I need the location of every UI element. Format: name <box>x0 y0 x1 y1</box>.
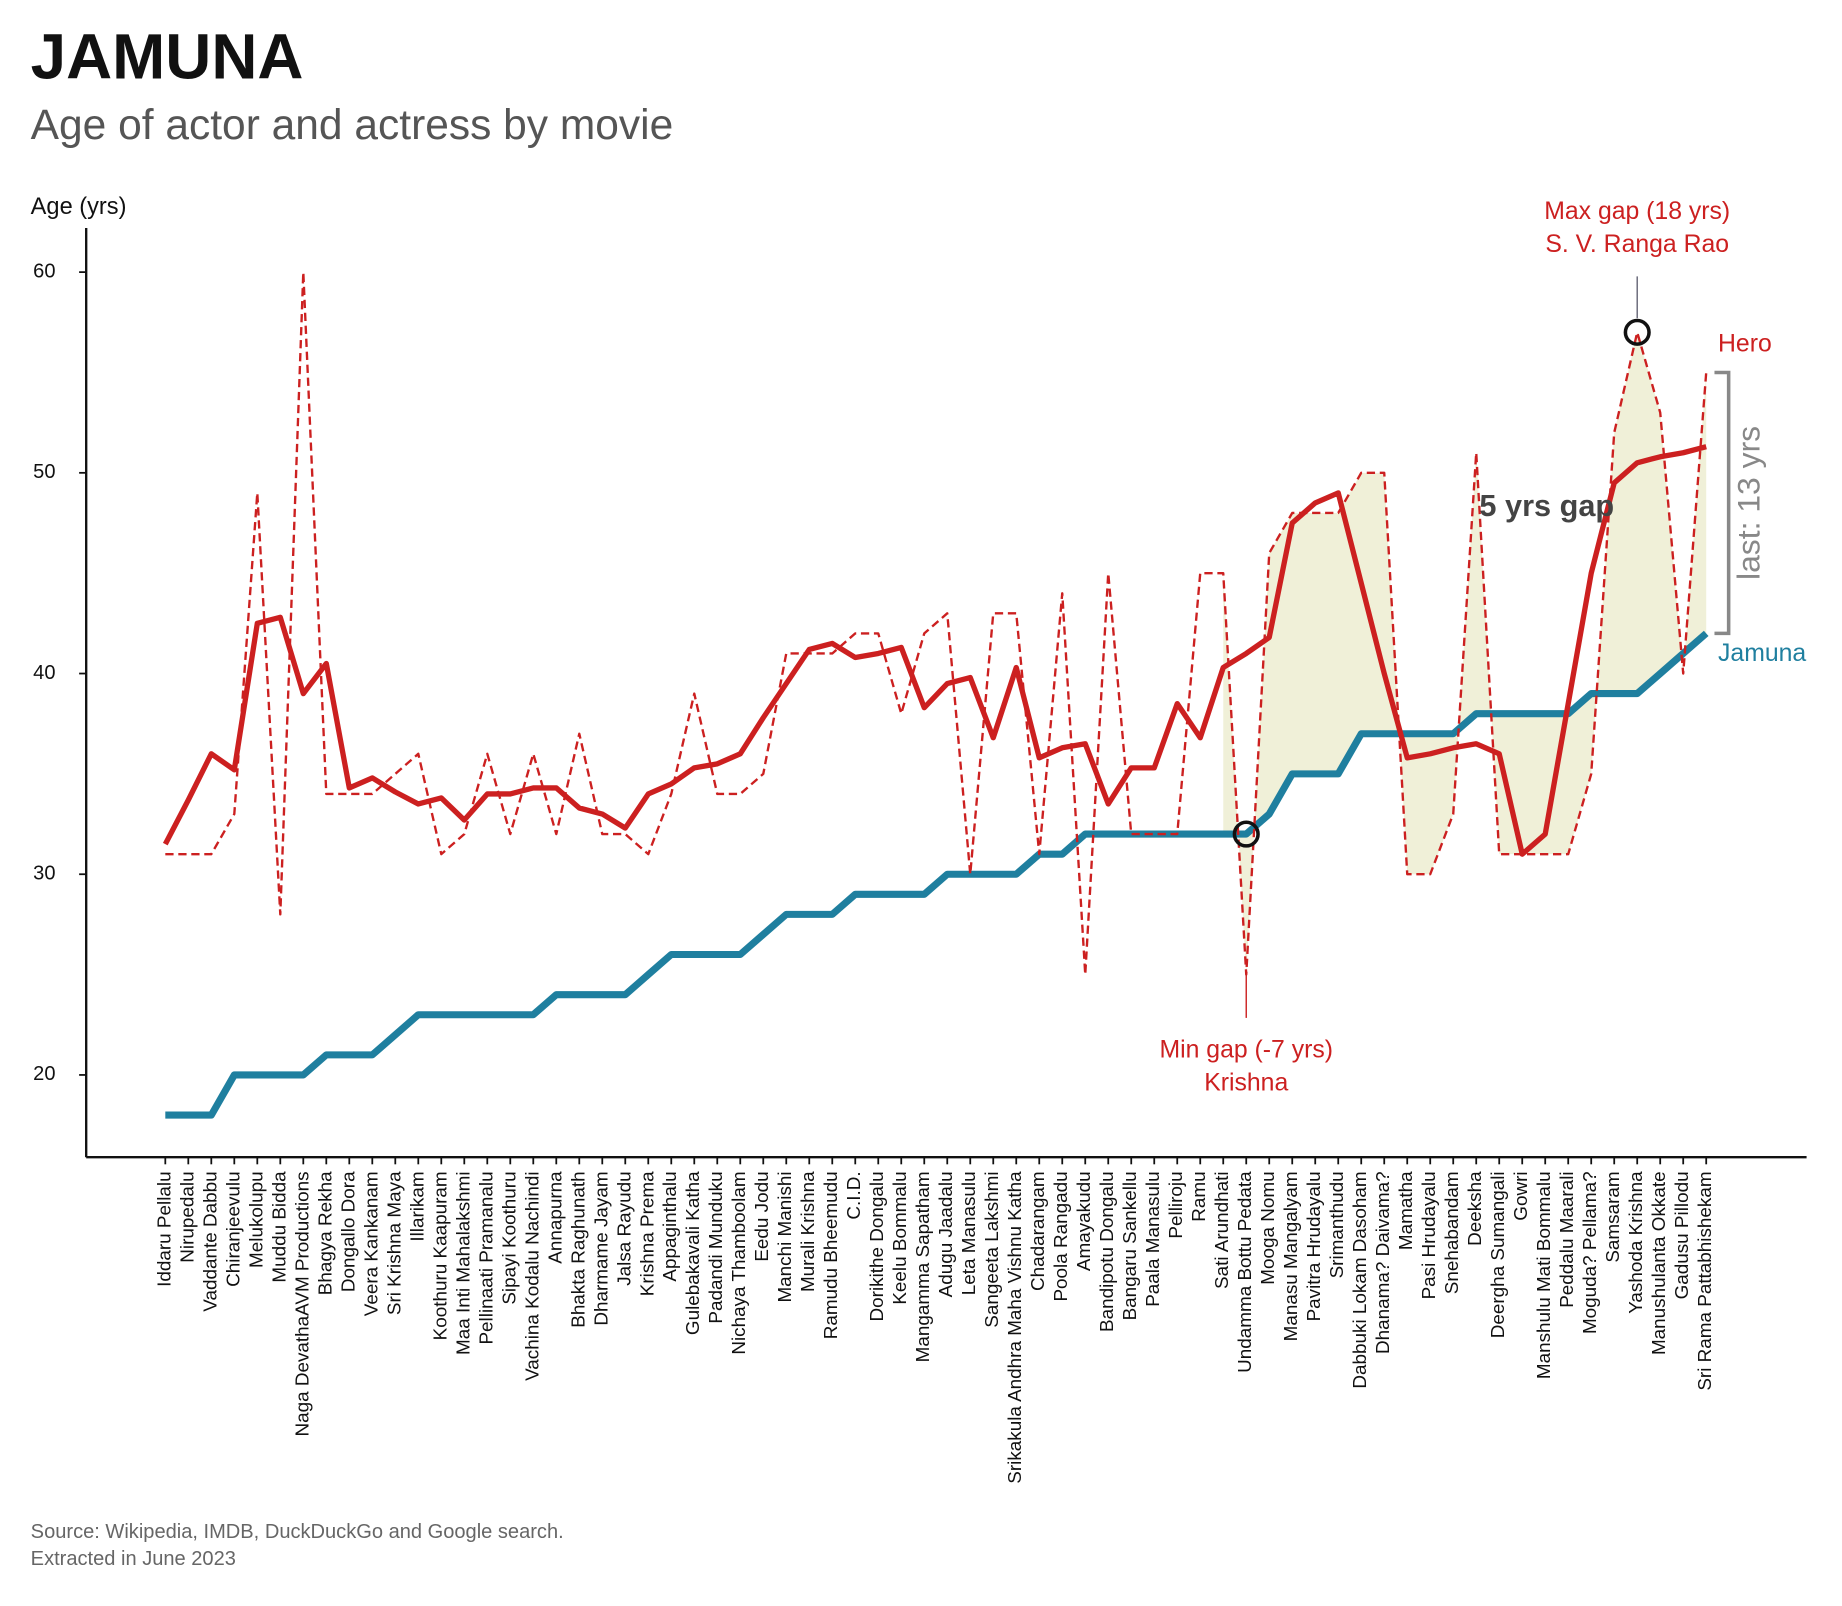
x-tick-label: Bangaru Sankellu <box>1120 1171 1141 1320</box>
hero-trend-line <box>162 444 1707 857</box>
x-tick-label: Dabbuki Lokam Dasoham <box>1350 1171 1371 1388</box>
x-tick-label: Koothuru Kaapuram <box>430 1171 451 1340</box>
x-tick-label: Pasi Hrudayalu <box>1419 1171 1440 1299</box>
x-tick-label: Dorikithe Dongalu <box>867 1171 888 1321</box>
x-tick-label: Maa Inti Mahalakshmi <box>453 1171 474 1355</box>
x-tick-label: Dongallo Dora <box>338 1171 359 1292</box>
x-tick-label: Bandipotu Dongalu <box>1097 1171 1118 1332</box>
source: Extracted in June 2023 <box>31 1548 236 1570</box>
x-tick-label: Moguda? Pellama? <box>1580 1171 1601 1334</box>
x-tick-label: Srimanthudu <box>1327 1171 1348 1278</box>
x-tick-label: Adugu Jaadalu <box>936 1171 957 1297</box>
x-tick-label: Veera Kankanam <box>361 1171 382 1316</box>
source: Source: Wikipedia, IMDB, DuckDuckGo and … <box>31 1521 564 1543</box>
annotation-marker <box>1232 820 1260 848</box>
x-tick-label: Mamatha <box>1396 1171 1417 1250</box>
x-tick-label: Manchi Manishi <box>775 1171 796 1302</box>
x-tick-label: Manasu Mangalyam <box>1281 1171 1302 1341</box>
chart-subtitle: Age of actor and actress by movie <box>31 102 674 149</box>
x-tick-label: Annapurna <box>545 1171 566 1264</box>
x-tick-label: Gadusu Pillodu <box>1672 1171 1693 1299</box>
x-tick-label: Bhagya Rekha <box>315 1171 336 1295</box>
x-tick-label: Pellinaati Pramanalu <box>476 1171 497 1344</box>
last-bracket <box>1714 370 1731 636</box>
x-tick-label: Mooga Nomu <box>1258 1171 1279 1284</box>
x-tick-label: Peddalu Maarali <box>1557 1171 1578 1307</box>
annotation-text: Min gap (-7 yrs) <box>1159 1037 1333 1064</box>
x-tick-label: Sangeeta Lakshmi <box>982 1171 1003 1327</box>
x-tick-label: Pelliroju <box>1166 1171 1187 1238</box>
jamuna-line <box>165 630 1709 1119</box>
x-tick-label: Iddaru Pellalu <box>154 1171 175 1286</box>
x-tick-label: Leta Manasulu <box>959 1171 980 1295</box>
x-tick-label: Dhanama? Daivama? <box>1373 1171 1394 1354</box>
x-tick-label: Yashoda Krishna <box>1626 1171 1647 1314</box>
x-tick-label: Naga DevathaAVM Productions <box>292 1171 313 1436</box>
y-tick-label: 30 <box>33 863 55 885</box>
x-tick-label: Vaddante Dabbu <box>200 1171 221 1311</box>
last-label: last: 13 yrs <box>1731 426 1767 580</box>
series-label: Hero <box>1718 330 1772 357</box>
y-axis-label: Age (yrs) <box>31 194 127 220</box>
x-tick-label: Muddu Bidda <box>269 1171 290 1283</box>
annotation-text: Krishna <box>1204 1070 1288 1097</box>
x-tick-label: Keelu Bommalu <box>890 1171 911 1304</box>
y-tick-label: 50 <box>33 461 55 483</box>
x-tick-label: Gowri <box>1511 1171 1532 1220</box>
x-tick-label: Poola Rangadu <box>1051 1171 1072 1301</box>
x-tick-label: C.I.D. <box>844 1171 865 1219</box>
y-tick-label: 60 <box>33 260 55 282</box>
x-tick-label: Sati Arundhati <box>1212 1171 1233 1289</box>
x-tick-label: Nirupedalu <box>177 1171 198 1262</box>
annotation-marker <box>1623 318 1651 346</box>
x-tick-label: Ramudu Bheemudu <box>821 1171 842 1339</box>
x-tick-label: Vachina Kodalu Nachindi <box>522 1171 543 1381</box>
x-tick-label: Krishna Prema <box>637 1171 658 1296</box>
gap-label: 5 yrs gap <box>1479 488 1614 523</box>
x-tick-label: Melukolupu <box>246 1171 267 1268</box>
x-tick-label: Murali Krishna <box>798 1171 819 1292</box>
x-tick-label: Appaginthalu <box>660 1171 681 1281</box>
x-tick-label: Pavitra Hrudayalu <box>1304 1171 1325 1321</box>
gap-shade <box>1223 332 1707 975</box>
x-tick-label: Amayakudu <box>1074 1171 1095 1271</box>
y-tick-label: 40 <box>33 662 55 684</box>
x-tick-label: Deeksha <box>1465 1171 1486 1246</box>
x-tick-label: Mangamma Sapatham <box>913 1171 934 1362</box>
x-tick-label: Sipayi Koothuru <box>499 1171 520 1304</box>
x-tick-label: Snehabandam <box>1442 1171 1463 1294</box>
x-tick-label: Dharmame Jayam <box>591 1171 612 1325</box>
x-tick-label: Srikakula Andhra Maha Vishnu Katha <box>1005 1171 1026 1484</box>
x-tick-label: Jalsa Rayudu <box>614 1171 635 1285</box>
x-tick-label: Illarikam <box>407 1171 428 1241</box>
x-tick-label: Chadarangam <box>1028 1171 1049 1291</box>
x-tick-label: Nichaya Thamboolam <box>729 1171 750 1354</box>
y-tick-label: 20 <box>33 1063 55 1085</box>
x-tick-label: Ramu <box>1189 1171 1210 1221</box>
annotation-text: Max gap (18 yrs) <box>1544 198 1730 225</box>
series-label: Jamuna <box>1718 640 1806 667</box>
hero-line <box>165 270 1708 976</box>
x-tick-label: Eedu Jodu <box>752 1171 773 1261</box>
annotation-text: S. V. Ranga Rao <box>1545 231 1729 258</box>
x-tick-label: Manushulanta Okkate <box>1649 1171 1670 1355</box>
x-tick-label: Deergha Sumangali <box>1488 1171 1509 1338</box>
chart-title: JAMUNA <box>31 20 304 92</box>
x-tick-label: Manshulu Mati Bommalu <box>1534 1171 1555 1379</box>
x-tick-label: Bhakta Raghunath <box>568 1171 589 1327</box>
x-tick-label: Padandi Munduku <box>706 1171 727 1323</box>
x-tick-label: Chiranjeevulu <box>223 1171 244 1286</box>
x-tick-label: Samsaram <box>1603 1171 1624 1262</box>
x-tick-label: Gulebakavali Katha <box>683 1171 704 1335</box>
x-tick-label: Undamma Bottu Pedata <box>1235 1171 1256 1373</box>
x-tick-label: Sri Rama Pattabhishekam <box>1695 1171 1716 1390</box>
x-tick-label: Paala Manasulu <box>1143 1171 1164 1306</box>
x-tick-label: Sri Krishna Maya <box>384 1171 405 1315</box>
